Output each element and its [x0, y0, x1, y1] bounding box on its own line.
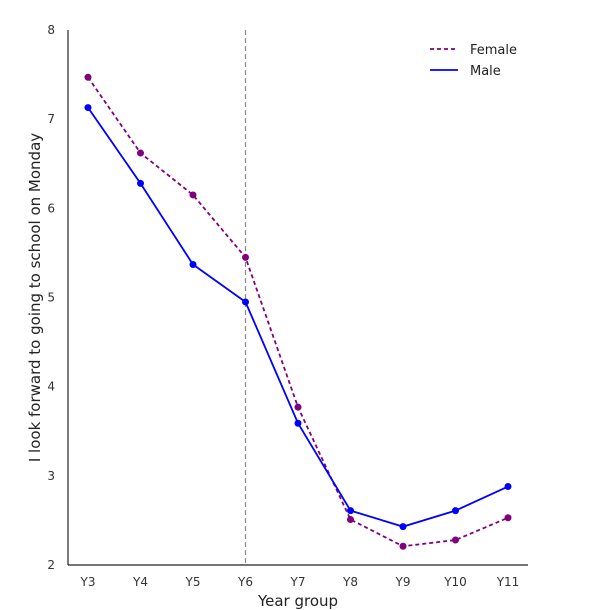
x-tick-label: Y6: [237, 575, 253, 589]
x-tick-label: Y4: [132, 575, 148, 589]
x-axis-title: Year group: [257, 592, 338, 610]
legend-item-male: Male: [430, 64, 501, 79]
x-tick-label: Y11: [496, 575, 520, 589]
legend-item-female: Female: [430, 43, 517, 58]
tick-labels: 2 3 4 5 6 7 8 Y3 Y4 Y5 Y6 Y7 Y8 Y9 Y10 Y11: [47, 23, 519, 589]
x-tick-label: Y9: [395, 575, 411, 589]
legend-label: Female: [470, 43, 517, 58]
y-tick-label: 6: [47, 201, 55, 215]
series-line-male: [87, 107, 509, 528]
data-point: [294, 419, 302, 427]
data-point: [189, 191, 197, 199]
y-tick-label: 8: [47, 23, 55, 37]
y-tick-label: 5: [47, 291, 55, 305]
data-point: [399, 523, 407, 531]
y-tick-label: 4: [47, 380, 55, 394]
data-point: [347, 516, 354, 524]
x-tick-label: Y5: [185, 575, 201, 589]
series-line-female: [87, 76, 509, 548]
y-tick-label: 2: [47, 558, 55, 572]
x-tick-label: Y7: [290, 575, 306, 589]
axes: [67, 30, 528, 566]
y-axis-title: I look forward to going to school on Mon…: [26, 133, 44, 462]
data-point: [84, 104, 92, 112]
data-point: [242, 253, 249, 261]
data-point: [504, 483, 512, 491]
data-point: [399, 542, 407, 550]
x-tick-label: Y8: [342, 575, 358, 589]
data-point: [452, 507, 459, 515]
data-point: [242, 298, 249, 306]
data-point: [294, 403, 302, 411]
data-point: [347, 507, 354, 515]
x-tick-label: Y3: [80, 575, 96, 589]
series-male: [84, 104, 512, 531]
series-female: [84, 73, 512, 550]
data-point: [84, 73, 92, 81]
x-tick-label: Y10: [443, 575, 467, 589]
data-point: [452, 536, 459, 544]
data-point: [189, 261, 197, 269]
data-point: [137, 149, 144, 157]
y-tick-label: 7: [47, 112, 55, 126]
legend-label: Male: [470, 64, 501, 79]
series-layer: [84, 73, 512, 550]
data-point: [504, 514, 512, 522]
data-point: [137, 179, 144, 187]
y-tick-label: 3: [47, 469, 55, 483]
legend: Female Male: [430, 43, 517, 79]
